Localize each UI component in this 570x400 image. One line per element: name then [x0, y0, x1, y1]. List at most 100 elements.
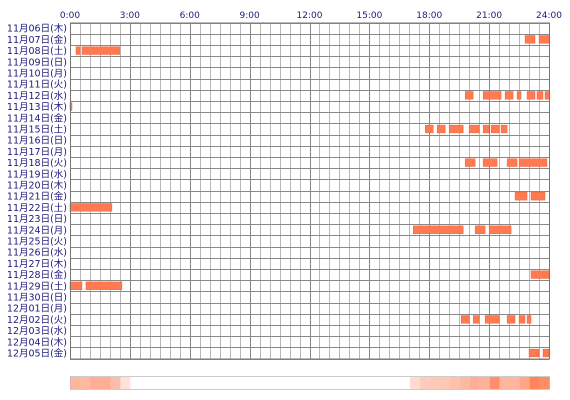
day-label: 11月21日(金): [7, 191, 67, 203]
activity-bar: [460, 315, 470, 324]
day-label: 11月06日(木): [7, 23, 67, 35]
activity-bar: [516, 91, 522, 100]
activity-bar: [524, 35, 536, 44]
activity-bar: [425, 124, 434, 134]
day-label: 11月18日(火): [7, 158, 67, 169]
day-label: 11月28日(金): [7, 269, 67, 281]
activity-bar: [484, 315, 500, 324]
day-label: 11月07日(金): [7, 34, 67, 46]
day-label: 12月02日(火): [7, 315, 67, 326]
activity-bar: [75, 46, 81, 55]
x-tick-label: 0:00: [60, 11, 80, 21]
activity-bar: [81, 46, 121, 55]
activity-bar: [536, 91, 544, 100]
day-label: 11月22日(土): [7, 202, 67, 214]
summary-cell: [409, 377, 420, 389]
day-label: 11月29日(土): [7, 280, 67, 292]
activity-bars: [69, 35, 550, 358]
summary-cell: [449, 377, 460, 389]
summary-cell: [419, 377, 430, 389]
summary-cell: [100, 377, 111, 389]
summary-cell: [469, 377, 480, 389]
grid: [70, 22, 550, 360]
summary-cell: [80, 377, 91, 389]
day-label: 11月17日(月): [7, 147, 67, 158]
day-label: 11月25日(火): [7, 237, 67, 248]
activity-bar: [464, 158, 476, 167]
day-label: 11月15日(土): [7, 124, 67, 136]
activity-bar: [504, 91, 514, 100]
day-label: 12月04日(木): [7, 336, 67, 348]
summary-cell: [529, 377, 540, 389]
day-label: 11月13日(木): [7, 101, 67, 113]
summary-cell: [110, 377, 121, 389]
activity-bar: [500, 124, 508, 134]
activity-bar: [490, 124, 500, 134]
activity-bar: [530, 270, 550, 279]
activity-bar: [464, 91, 474, 100]
activity-bar: [468, 124, 480, 134]
day-label: 12月03日(水): [7, 325, 67, 337]
summary-cell: [489, 377, 500, 389]
x-axis-ticks: 0:00 3:00 6:00 9:00 12:00 15:00 18:00 21:00 24:0…: [60, 11, 562, 21]
day-label: 11月12日(水): [7, 90, 67, 102]
day-label: 11月08日(土): [7, 45, 67, 57]
day-label: 11月26日(水): [7, 247, 67, 259]
x-tick-label: 3:00: [120, 11, 140, 21]
activity-bar: [472, 315, 480, 324]
activity-bar: [69, 203, 113, 212]
day-label: 11月20日(木): [7, 180, 67, 192]
activity-bar: [437, 124, 446, 134]
day-label: 11月14日(金): [7, 112, 67, 124]
summary-cell: [90, 377, 101, 389]
activity-bar: [506, 158, 518, 167]
x-tick-label: 12:00: [297, 11, 323, 21]
summary-cell: [509, 377, 520, 389]
activity-bar: [482, 91, 502, 100]
activity-bar: [482, 124, 490, 134]
activity-bar: [526, 91, 536, 100]
day-label: 11月24日(月): [7, 225, 67, 236]
activity-bar: [526, 315, 532, 324]
summary-cell: [120, 377, 131, 389]
frame-border: [70, 22, 550, 360]
x-tick-label: 18:00: [416, 11, 442, 21]
day-labels: 11月06日(木)11月07日(金)11月08日(土)11月09日(日)11月1…: [7, 23, 67, 360]
summary-strip: [70, 376, 550, 390]
day-label: 11月11日(火): [7, 80, 67, 91]
day-label: 11月10日(月): [7, 69, 67, 80]
day-label: 11月16日(日): [7, 136, 67, 147]
summary-cell: [519, 377, 530, 389]
summary-cell: [499, 377, 510, 389]
summary-cell: [459, 377, 470, 389]
activity-bar: [488, 225, 512, 234]
activity-bar: [530, 192, 546, 201]
day-label: 11月30日(日): [7, 293, 67, 304]
day-label: 12月05日(金): [7, 348, 67, 360]
summary-cell: [70, 377, 81, 389]
activity-bar: [506, 315, 516, 324]
x-tick-label: 24:00: [536, 11, 562, 21]
activity-bar: [514, 192, 528, 201]
x-tick-label: 9:00: [240, 11, 260, 21]
summary-cell: [429, 377, 440, 389]
summary-cell: [479, 377, 490, 389]
activity-bar: [542, 348, 550, 358]
day-label: 12月01日(月): [7, 304, 67, 315]
activity-bar: [69, 281, 83, 290]
activity-bar: [538, 35, 550, 44]
day-label: 11月19日(水): [7, 168, 67, 180]
activity-bar: [544, 91, 550, 100]
plot-frame: [70, 22, 550, 360]
x-tick-label: 21:00: [476, 11, 502, 21]
summary-cell: [539, 377, 550, 389]
day-label: 11月23日(日): [7, 214, 67, 225]
activity-bar: [85, 281, 123, 290]
x-tick-label: 15:00: [356, 11, 382, 21]
activity-bar: [413, 225, 464, 234]
x-tick-label: 6:00: [180, 11, 200, 21]
day-label: 11月27日(木): [7, 258, 67, 270]
activity-bar: [518, 315, 526, 324]
day-label: 11月09日(日): [7, 57, 67, 68]
